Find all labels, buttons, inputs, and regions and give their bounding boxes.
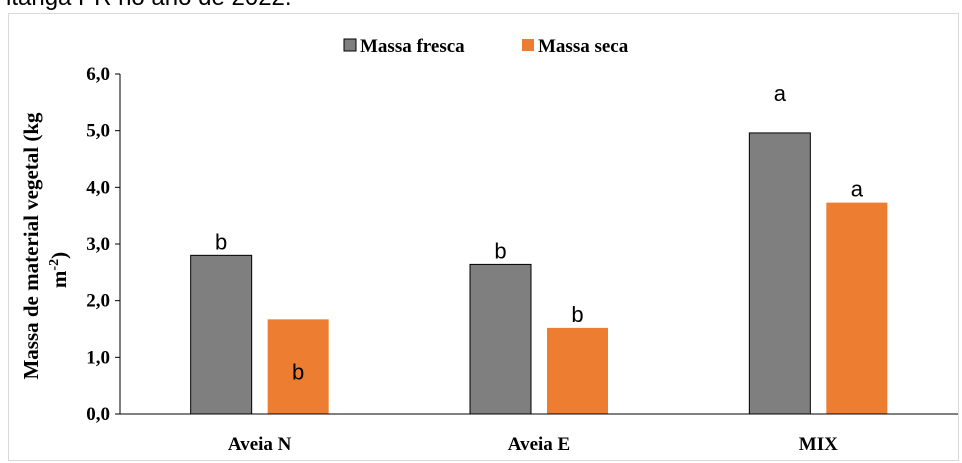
bar-massa-seca	[267, 319, 329, 414]
legend-label-massa-seca: Massa seca	[538, 36, 629, 57]
y-axis-title: Massa de material vegetal (kg m-2)	[19, 112, 71, 380]
bar-massa-seca	[826, 202, 888, 414]
legend-swatch-massa-seca	[522, 39, 534, 51]
bar-massa-seca	[547, 327, 608, 414]
x-axis: Aveia N Aveia E MIX	[228, 434, 838, 455]
y-tick-label: 0,0	[86, 404, 110, 425]
y-tick-label: 5,0	[86, 121, 110, 142]
chart-frame	[8, 13, 959, 461]
y-axis-unit-close: )	[47, 252, 71, 259]
significance-label: a	[851, 177, 864, 202]
bars	[190, 132, 888, 415]
significance-label: b	[215, 229, 227, 254]
figure-caption: itanga PR no ano de 2022.	[6, 0, 292, 12]
legend: Massa fresca Massa seca	[343, 36, 629, 57]
bar-massa-fresca	[748, 132, 811, 415]
significance-label: b	[494, 238, 506, 263]
significance-label: b	[571, 302, 583, 327]
legend-label-massa-fresca: Massa fresca	[360, 36, 465, 57]
y-tick-label: 4,0	[86, 177, 110, 198]
y-tick-label: 2,0	[86, 291, 110, 312]
x-category-label: Aveia N	[228, 434, 292, 455]
y-axis-unit-base: m	[47, 270, 71, 288]
bar-massa-fresca	[190, 254, 253, 415]
legend-swatch-massa-fresca	[343, 38, 357, 52]
significance-labels: b b b b a a	[215, 81, 864, 384]
significance-label: a	[774, 81, 787, 106]
significance-label: b	[292, 359, 304, 384]
y-axis-title-line1: Massa de material vegetal (kg	[19, 112, 43, 380]
y-tick-label: 6,0	[86, 64, 110, 85]
y-axis: 0,0 1,0 2,0 3,0 4,0 5,0 6,0	[86, 64, 121, 425]
x-category-label: Aveia E	[508, 434, 570, 455]
bar-massa-fresca	[469, 263, 532, 415]
y-tick-label: 1,0	[86, 347, 110, 368]
x-category-label: MIX	[799, 434, 838, 455]
y-axis-title-line2: m-2)	[47, 252, 71, 288]
y-axis-unit-exponent: -2	[47, 259, 62, 271]
y-tick-label: 3,0	[86, 234, 110, 255]
